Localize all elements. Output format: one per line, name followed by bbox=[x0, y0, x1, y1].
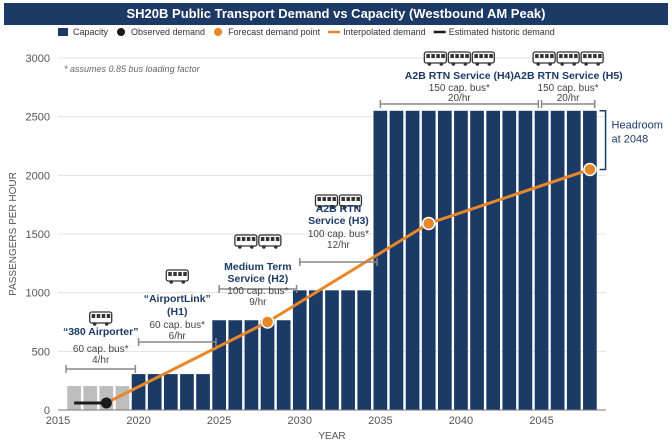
capacity-bar bbox=[212, 320, 227, 410]
x-tick-label: 2025 bbox=[207, 415, 231, 427]
legend-label: Interpolated demand bbox=[343, 27, 426, 37]
footnote: * assumes 0.85 bus loading factor bbox=[64, 64, 201, 74]
y-tick-label: 1000 bbox=[26, 288, 50, 300]
capacity-bar bbox=[276, 320, 291, 410]
legend-swatch bbox=[117, 28, 126, 36]
capacity-bar bbox=[147, 374, 162, 410]
y-tick-label: 500 bbox=[32, 346, 50, 358]
chart-title: SH20B Public Transport Demand vs Capacit… bbox=[4, 3, 668, 25]
x-axis-label: YEAR bbox=[318, 431, 345, 442]
x-tick-label: 2045 bbox=[529, 415, 553, 427]
service-name-line2: (H1) bbox=[167, 306, 187, 318]
y-tick-label: 2500 bbox=[26, 112, 50, 124]
y-tick-label: 0 bbox=[44, 405, 50, 417]
service-name-line2: Service (H2) bbox=[228, 273, 289, 285]
service-frequency: 12/hr bbox=[327, 240, 350, 251]
capacity-bar bbox=[470, 110, 484, 411]
service-capacity: 60 cap. bus* bbox=[149, 320, 205, 331]
legend-swatch bbox=[214, 28, 223, 36]
service-name: Medium Term bbox=[224, 261, 291, 273]
service-frequency: 9/hr bbox=[249, 297, 267, 308]
capacity-bar bbox=[309, 290, 323, 410]
capacity-bar bbox=[341, 290, 355, 410]
y-axis-label: PASSENGERS PER HOUR bbox=[8, 172, 19, 296]
capacity-bar bbox=[67, 386, 81, 410]
headroom-bracket bbox=[599, 110, 607, 171]
capacity-bar bbox=[550, 110, 565, 411]
legend-label: Estimated historic demand bbox=[449, 27, 555, 37]
capacity-bar bbox=[131, 374, 146, 410]
y-tick-label: 3000 bbox=[26, 53, 50, 65]
legend-label: Observed demand bbox=[131, 27, 205, 37]
headroom-label: Headroom bbox=[612, 119, 663, 131]
x-tick-label: 2040 bbox=[449, 415, 473, 427]
capacity-bar bbox=[373, 110, 388, 411]
bus-icon bbox=[89, 311, 113, 326]
capacity-bar bbox=[566, 110, 581, 411]
service-frequency: 4/hr bbox=[92, 355, 110, 366]
service-name: A2B RTN bbox=[316, 203, 362, 215]
service-capacity: 100 cap. bus* bbox=[308, 229, 369, 240]
capacity-bar bbox=[389, 110, 404, 411]
forecast-point bbox=[421, 216, 436, 231]
service-capacity: 150 cap. bus* bbox=[429, 83, 490, 94]
service-capacity: 100 cap. bus* bbox=[227, 286, 288, 297]
capacity-bar bbox=[292, 290, 307, 410]
capacity-bar bbox=[583, 110, 597, 411]
bus-icon bbox=[165, 269, 189, 284]
bus-icon bbox=[532, 51, 604, 66]
service-frequency: 20/hr bbox=[448, 93, 471, 104]
capacity-bar bbox=[357, 290, 372, 410]
legend-label: Forecast demand point bbox=[228, 27, 321, 37]
x-tick-label: 2015 bbox=[46, 415, 70, 427]
service-name-line2: Service (H3) bbox=[308, 215, 369, 227]
service-name: “AirportLink” bbox=[144, 293, 211, 305]
x-tick-label: 2020 bbox=[126, 415, 150, 427]
capacity-bar bbox=[83, 386, 98, 410]
capacity-bar bbox=[421, 110, 436, 411]
forecast-point bbox=[583, 162, 597, 177]
service-capacity: 150 cap. bus* bbox=[538, 83, 599, 94]
capacity-bar bbox=[228, 320, 243, 410]
observed-point bbox=[100, 397, 112, 409]
service-name: “380 Airporter” bbox=[63, 326, 138, 338]
service-frequency: 6/hr bbox=[169, 331, 187, 342]
capacity-bar bbox=[405, 110, 420, 411]
capacity-bar bbox=[325, 290, 339, 410]
headroom-label: at 2048 bbox=[612, 133, 649, 145]
y-tick-label: 2000 bbox=[26, 170, 50, 182]
capacity-bar bbox=[518, 110, 533, 411]
service-capacity: 60 cap. bus* bbox=[73, 344, 129, 355]
legend-swatch bbox=[58, 28, 68, 36]
bus-icon bbox=[423, 51, 495, 66]
bus-icon bbox=[234, 234, 282, 249]
capacity-bar bbox=[260, 320, 275, 410]
capacity-bar bbox=[180, 374, 194, 410]
service-name: A2B RTN Service (H5) bbox=[514, 70, 623, 82]
forecast-point bbox=[260, 315, 275, 329]
legend-label: Capacity bbox=[73, 27, 109, 37]
service-frequency: 20/hr bbox=[557, 93, 580, 104]
capacity-bar bbox=[486, 110, 501, 411]
capacity-bar bbox=[534, 110, 549, 411]
capacity-bar bbox=[502, 110, 517, 411]
x-tick-label: 2035 bbox=[368, 415, 392, 427]
capacity-bar bbox=[163, 374, 178, 410]
x-tick-label: 2030 bbox=[288, 415, 312, 427]
capacity-bar bbox=[196, 374, 210, 410]
capacity-bar bbox=[244, 320, 259, 410]
interpolated-demand-line bbox=[105, 168, 591, 405]
capacity-bar bbox=[454, 110, 468, 411]
service-name: A2B RTN Service (H4) bbox=[405, 70, 514, 82]
y-tick-label: 1500 bbox=[26, 229, 50, 241]
capacity-bar bbox=[437, 110, 452, 411]
bus-icon bbox=[314, 194, 363, 209]
